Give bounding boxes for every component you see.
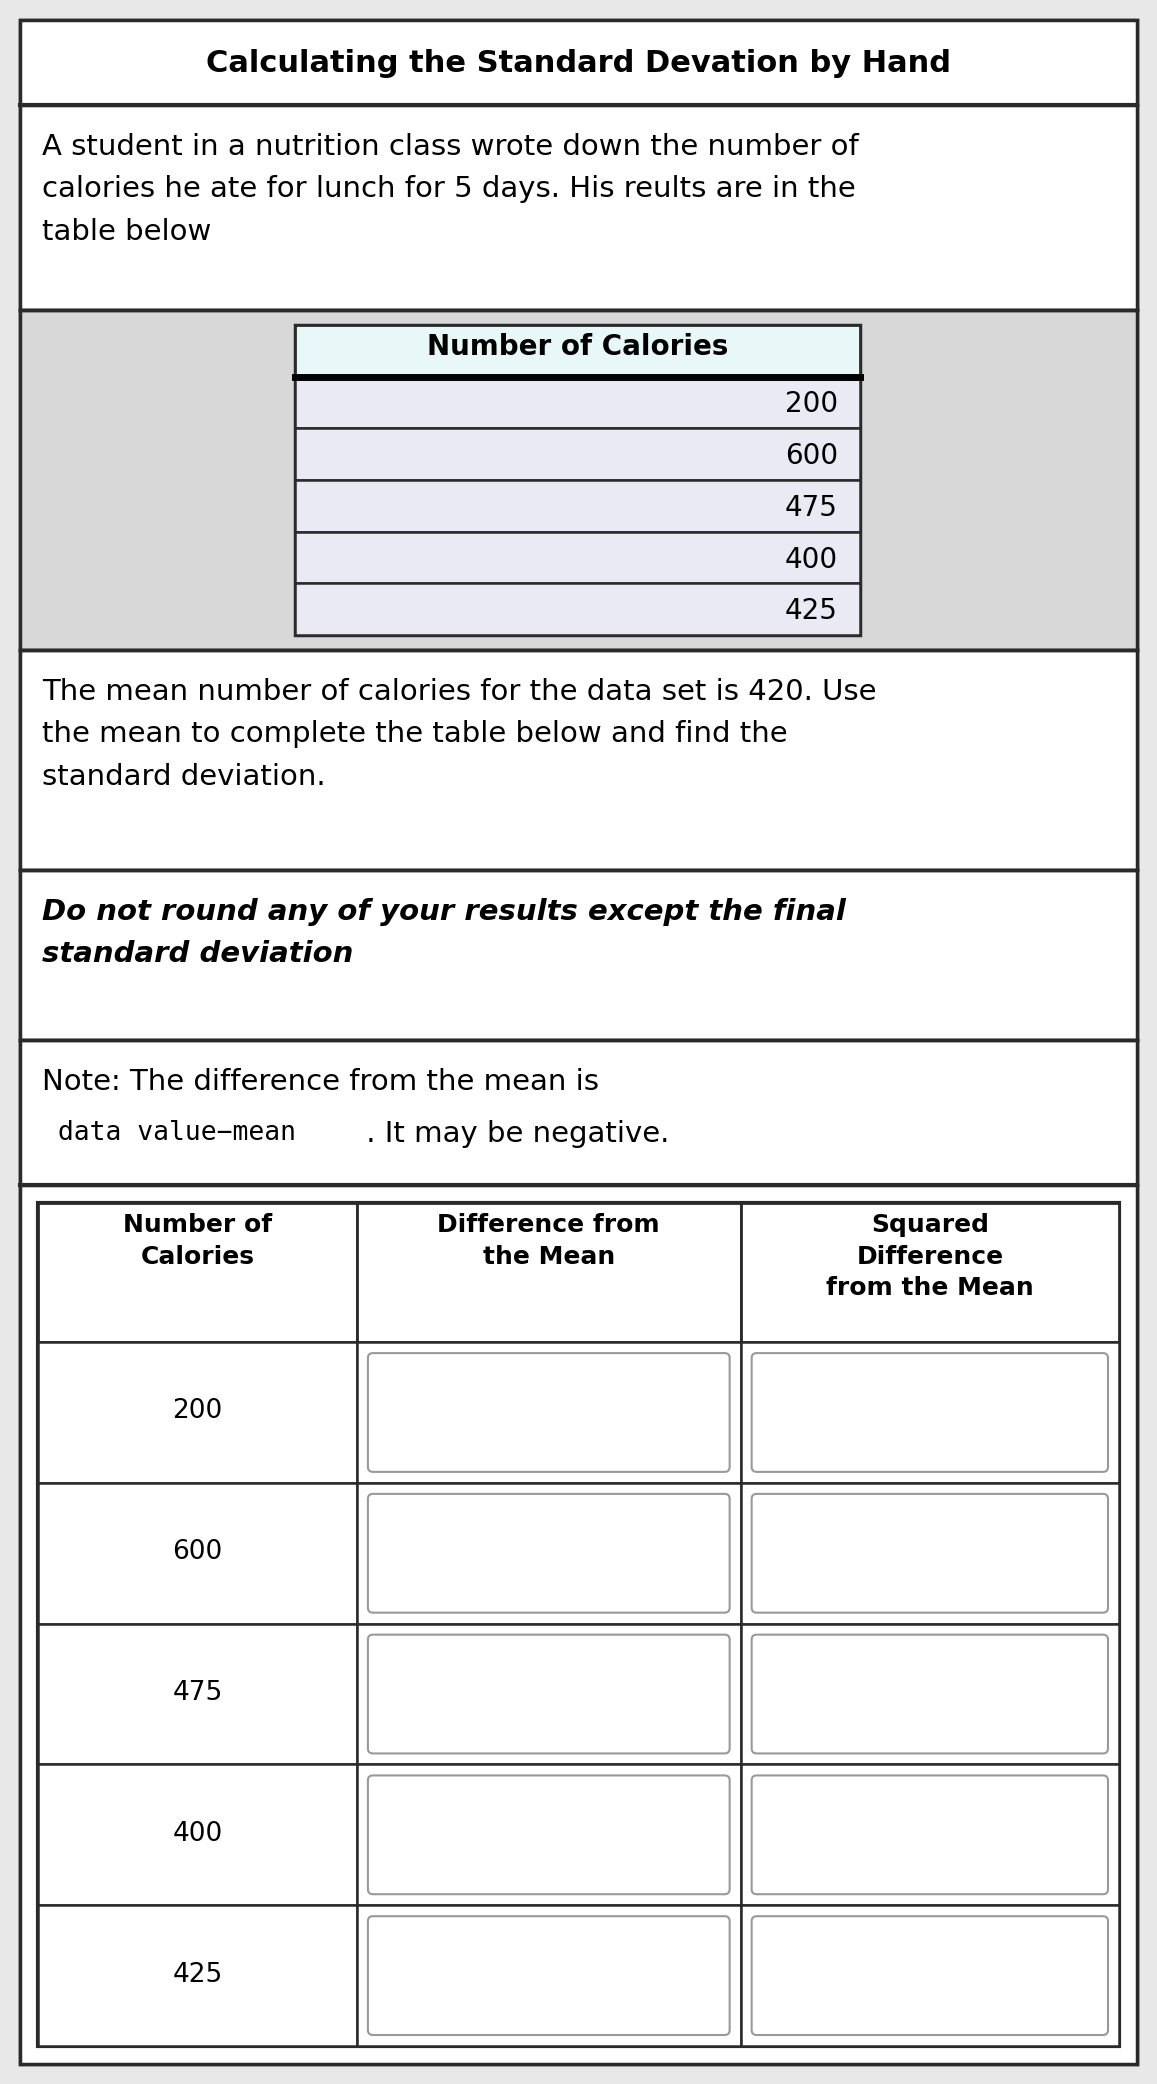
Text: Number of
Calories: Number of Calories bbox=[123, 1213, 272, 1269]
FancyBboxPatch shape bbox=[368, 1353, 730, 1471]
Bar bbox=[356, 1765, 740, 1905]
Text: Note: The difference from the mean is: Note: The difference from the mean is bbox=[42, 1067, 599, 1096]
FancyBboxPatch shape bbox=[368, 1494, 730, 1613]
Text: 400: 400 bbox=[172, 1821, 222, 1846]
Bar bbox=[38, 1342, 356, 1484]
Text: 475: 475 bbox=[172, 1680, 222, 1707]
Text: Calculating the Standard Devation by Hand: Calculating the Standard Devation by Han… bbox=[206, 50, 951, 79]
Text: 600: 600 bbox=[784, 442, 838, 471]
FancyBboxPatch shape bbox=[752, 1494, 1108, 1613]
Text: data value−mean: data value−mean bbox=[42, 1119, 296, 1146]
FancyBboxPatch shape bbox=[368, 1634, 730, 1753]
Bar bbox=[356, 1484, 740, 1623]
Bar bbox=[740, 1342, 1119, 1484]
Bar bbox=[295, 325, 860, 636]
Bar bbox=[740, 1623, 1119, 1765]
Text: 200: 200 bbox=[784, 390, 838, 419]
FancyBboxPatch shape bbox=[752, 1776, 1108, 1894]
Bar bbox=[356, 1202, 740, 1342]
Bar bbox=[38, 1765, 356, 1905]
Bar bbox=[295, 377, 860, 429]
Text: A student in a nutrition class wrote down the number of
calories he ate for lunc: A student in a nutrition class wrote dow… bbox=[42, 133, 858, 246]
FancyBboxPatch shape bbox=[752, 1915, 1108, 2034]
Bar bbox=[295, 479, 860, 531]
Text: Squared
Difference
from the Mean: Squared Difference from the Mean bbox=[826, 1213, 1033, 1300]
Bar bbox=[740, 1484, 1119, 1623]
Text: . It may be negative.: . It may be negative. bbox=[358, 1119, 670, 1148]
Text: Do not round any of your results except the final
standard deviation: Do not round any of your results except … bbox=[42, 898, 846, 969]
Bar bbox=[20, 1186, 1137, 2063]
Bar bbox=[295, 584, 860, 636]
Bar bbox=[20, 104, 1137, 311]
Text: 600: 600 bbox=[172, 1540, 222, 1565]
Text: 425: 425 bbox=[786, 598, 838, 625]
Bar bbox=[356, 1905, 740, 2046]
Bar bbox=[20, 311, 1137, 650]
Bar bbox=[20, 650, 1137, 869]
Text: 200: 200 bbox=[172, 1398, 222, 1425]
Text: 475: 475 bbox=[786, 494, 838, 521]
Bar bbox=[38, 1202, 1119, 2046]
Bar bbox=[740, 1905, 1119, 2046]
Text: Difference from
the Mean: Difference from the Mean bbox=[437, 1213, 661, 1269]
Bar bbox=[295, 325, 860, 377]
FancyBboxPatch shape bbox=[368, 1915, 730, 2034]
Bar bbox=[356, 1342, 740, 1484]
Bar bbox=[295, 429, 860, 479]
Bar bbox=[740, 1765, 1119, 1905]
Bar bbox=[20, 869, 1137, 1040]
Bar bbox=[20, 1040, 1137, 1186]
Bar bbox=[38, 1202, 356, 1342]
Text: The mean number of calories for the data set is 420. Use
the mean to complete th: The mean number of calories for the data… bbox=[42, 677, 877, 790]
Bar bbox=[740, 1202, 1119, 1342]
Text: 425: 425 bbox=[172, 1961, 222, 1988]
Bar bbox=[356, 1623, 740, 1765]
FancyBboxPatch shape bbox=[368, 1776, 730, 1894]
FancyBboxPatch shape bbox=[752, 1353, 1108, 1471]
Bar bbox=[38, 1905, 356, 2046]
Bar bbox=[295, 531, 860, 584]
Bar bbox=[38, 1484, 356, 1623]
Bar bbox=[38, 1623, 356, 1765]
Bar bbox=[20, 21, 1137, 104]
Text: 400: 400 bbox=[784, 546, 838, 573]
Text: Number of Calories: Number of Calories bbox=[427, 333, 728, 361]
FancyBboxPatch shape bbox=[752, 1634, 1108, 1753]
